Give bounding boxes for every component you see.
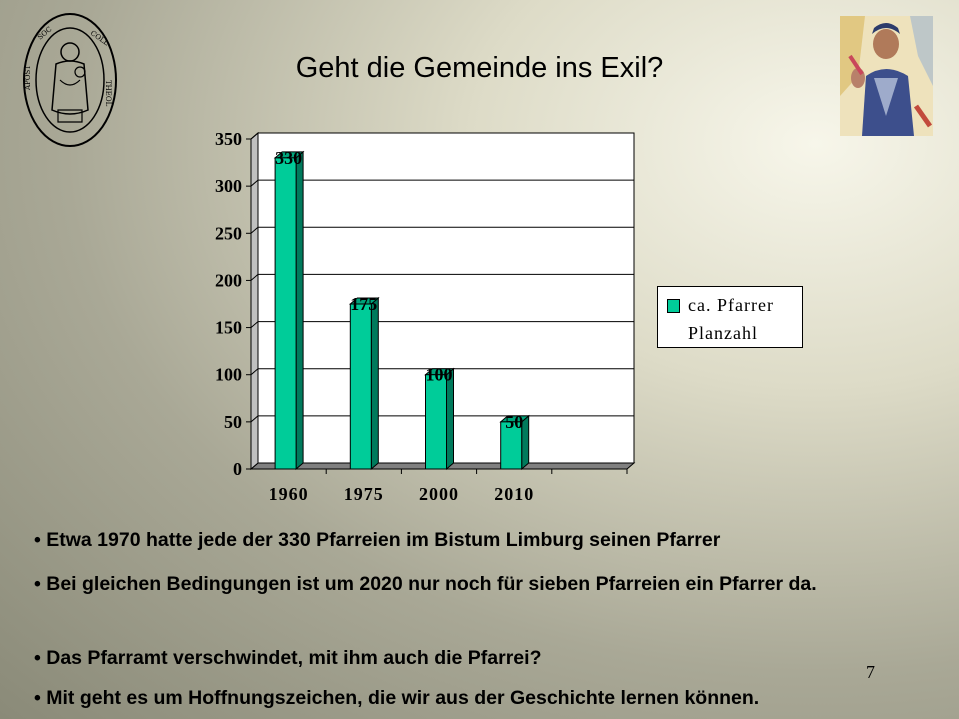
legend-label-line2: Planzahl: [688, 323, 758, 343]
bar: [274, 157, 297, 470]
gridline-side: [250, 415, 259, 423]
data-label: 330: [275, 148, 302, 168]
y-tick-label: 0: [233, 459, 242, 479]
y-tick-label: 50: [224, 412, 242, 432]
chart-legend: ca. Pfarrer Planzahl: [657, 286, 803, 348]
y-tick-label: 300: [215, 176, 242, 196]
y-tick-label: 200: [215, 270, 242, 290]
bullet-item: • Mit geht es um Hoffnungszeichen, die w…: [34, 687, 760, 709]
y-tick-label: 150: [215, 318, 242, 338]
bar: [425, 374, 447, 470]
gridline-side: [250, 274, 259, 281]
y-tick-label: 100: [215, 365, 242, 385]
legend-label-line1: ca. Pfarrer: [688, 295, 774, 315]
bullet-item: • Bei gleichen Bedingungen ist um 2020 n…: [34, 573, 817, 595]
page-number: 7: [866, 662, 875, 682]
data-label: 100: [426, 365, 453, 385]
gridline-side: [250, 321, 259, 328]
bar-side: [370, 296, 379, 471]
y-tick-label: 350: [215, 129, 242, 149]
data-label: 50: [505, 412, 523, 432]
svg-text:APOST: APOST: [24, 65, 32, 91]
data-label: 175: [350, 294, 377, 314]
x-tick-label: 1975: [344, 484, 384, 504]
seal-logo: SOC COLL THEOL APOST: [23, 13, 117, 147]
gridline-side: [250, 226, 259, 234]
bar-side: [295, 150, 304, 471]
legend-swatch: [667, 299, 680, 313]
bar: [349, 303, 372, 470]
x-tick-label: 1960: [269, 484, 309, 504]
svg-text:THEOL: THEOL: [104, 80, 112, 107]
x-tick-label: 2010: [494, 484, 534, 504]
y-tick-label: 250: [215, 223, 242, 243]
gridline-side: [250, 368, 259, 376]
slide-title: Geht die Gemeinde ins Exil?: [295, 52, 664, 84]
bullet-item: • Das Pfarramt verschwindet, mit ihm auc…: [34, 647, 542, 669]
gridline-side: [250, 179, 259, 187]
gridline-side: [250, 132, 259, 140]
bullet-item: • Etwa 1970 hatte jede der 330 Pfarreien…: [34, 529, 721, 551]
x-tick-label: 2000: [419, 484, 459, 504]
bar: [500, 421, 523, 470]
portrait-painting: [840, 16, 933, 136]
